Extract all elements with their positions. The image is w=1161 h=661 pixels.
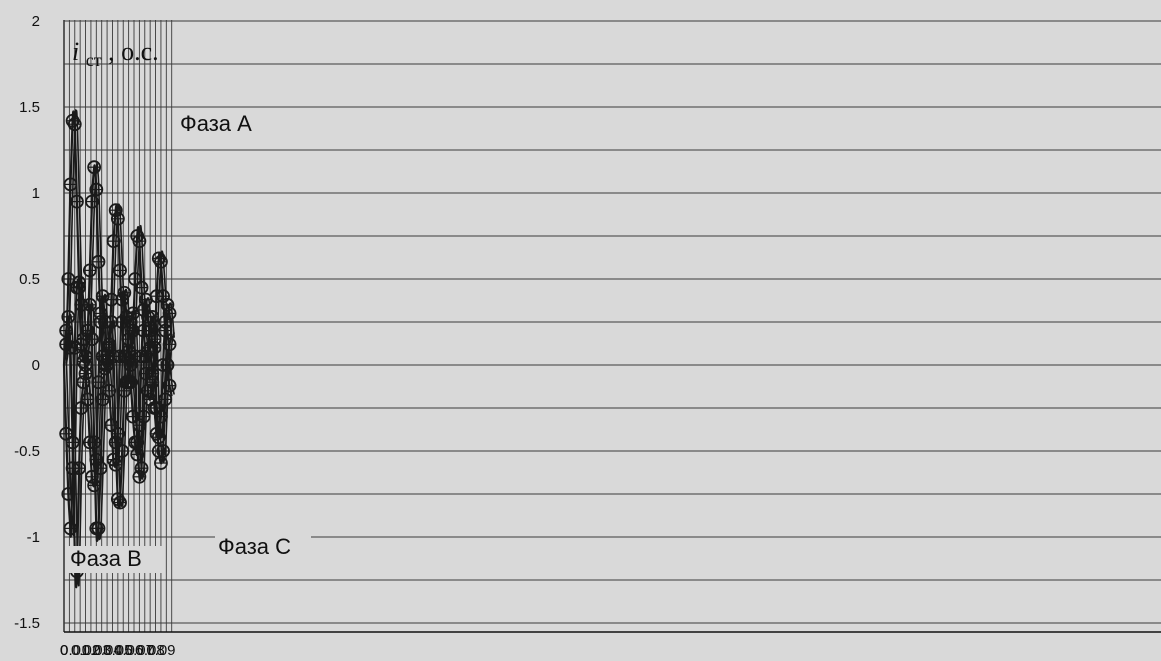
x-tick-label: 0.04 <box>92 642 121 659</box>
label-layer: i ст , o.c. Фаза A Фаза B Фаза C <box>67 37 311 573</box>
y-axis-label-main: i <box>72 37 79 66</box>
x-tick-label: 0.02 <box>71 642 100 659</box>
series-annotation: Фаза A <box>180 111 252 136</box>
series-annotation: Фаза C <box>218 534 291 559</box>
x-tick-label: 0.01 <box>60 642 89 659</box>
annotation-background <box>215 534 311 561</box>
x-tick-label: 0.03 <box>82 642 111 659</box>
series-3 <box>59 297 177 589</box>
series-annotation: Фаза B <box>70 546 142 571</box>
series-layer <box>59 109 177 589</box>
x-tick-label: 0.07 <box>125 642 154 659</box>
x-tick-label: 0.09 <box>146 642 175 659</box>
y-axis-label-suffix: , o.c. <box>108 37 159 66</box>
x-tick-label: 0.06 <box>114 642 143 659</box>
tick-layer: 00.010.020.030.040.050.060.070.080.09-1.… <box>14 13 175 659</box>
x-tick-label: 0.08 <box>136 642 165 659</box>
y-axis-label: i ст , o.c. <box>72 37 159 72</box>
y-tick-label: 2 <box>32 13 40 30</box>
annotation-background <box>67 546 163 573</box>
y-tick-label: 1.5 <box>19 99 40 116</box>
y-tick-label: -1 <box>27 529 40 546</box>
y-tick-label: 0.5 <box>19 271 40 288</box>
y-tick-label: -1.5 <box>14 615 40 632</box>
annotation-background <box>177 111 273 138</box>
y-tick-label: 1 <box>32 185 40 202</box>
series-line-secondary <box>65 302 175 587</box>
y-tick-label: -0.5 <box>14 443 40 460</box>
y-axis-label-sub: ст <box>86 50 102 70</box>
y-tick-label: 0 <box>32 357 40 374</box>
x-tick-label: 0 <box>60 642 68 659</box>
x-tick-label: 0.05 <box>103 642 132 659</box>
